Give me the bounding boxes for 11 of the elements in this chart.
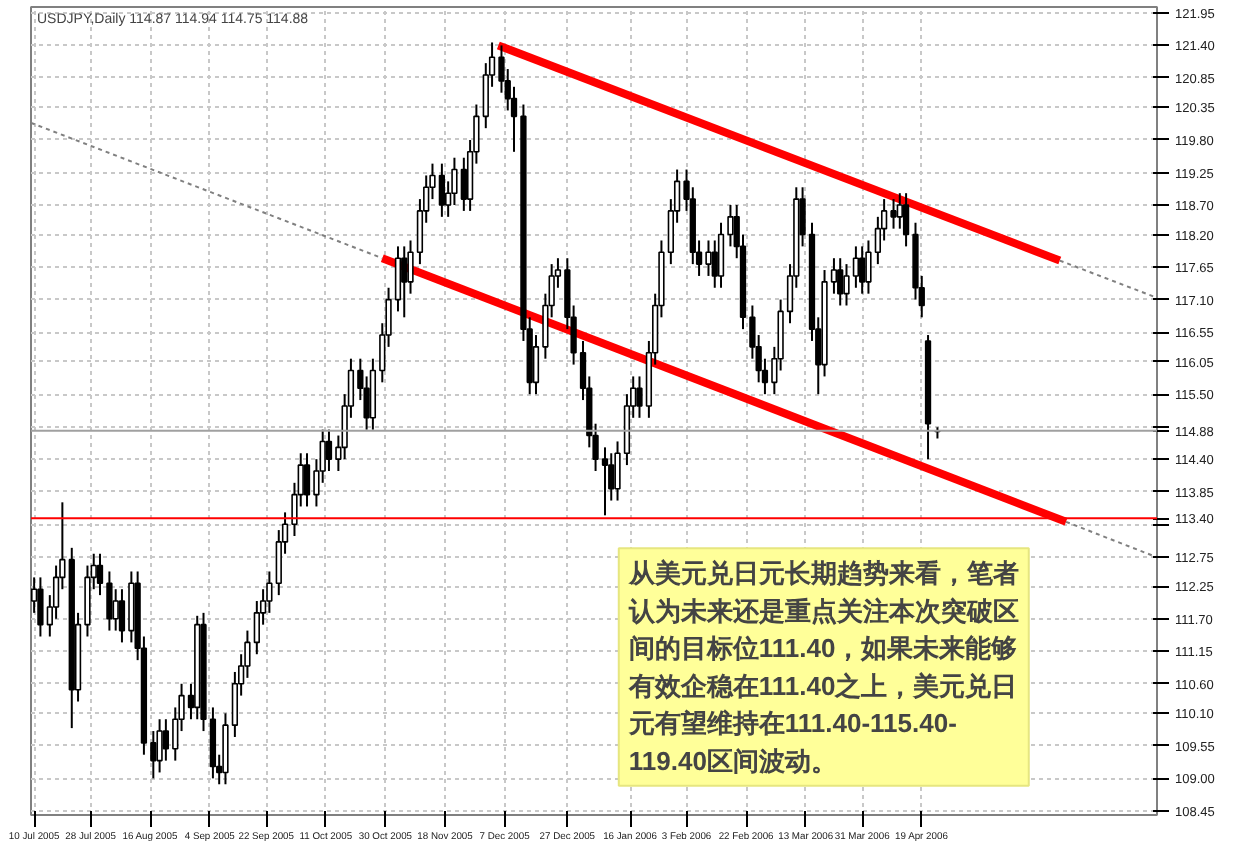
candlestick	[156, 718, 163, 774]
candlestick	[150, 730, 157, 780]
candlestick	[112, 588, 119, 632]
candlestick	[162, 718, 170, 762]
candlestick	[896, 192, 903, 230]
candlestick	[401, 245, 408, 319]
candlestick	[837, 257, 844, 307]
candlestick	[118, 588, 126, 644]
annotation: 从美元兑日元长期趋势来看，笔者认为未来还是重点关注本次突破区间的目标位111.40，如果未来能够有效企稳在111.40之上，美元兑日元有望维持在111.40-115.40-119.40区间波动。	[626, 558, 1019, 776]
candlestick	[859, 245, 866, 295]
candlestick	[711, 239, 718, 289]
